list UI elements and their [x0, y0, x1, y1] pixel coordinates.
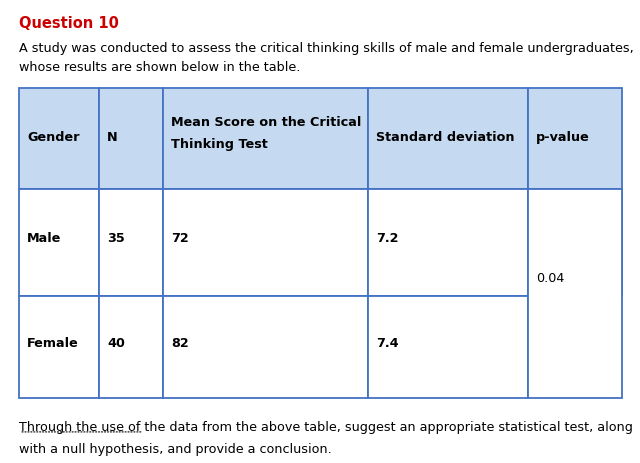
Bar — [528, 190, 622, 398]
Bar — [99, 296, 163, 398]
Text: 40: 40 — [107, 336, 125, 349]
Text: Male: Male — [27, 232, 61, 245]
Text: 72: 72 — [171, 232, 189, 245]
Bar — [528, 89, 622, 190]
Bar — [163, 190, 368, 296]
Text: Question 10: Question 10 — [19, 16, 119, 31]
Text: 82: 82 — [171, 336, 189, 349]
Bar — [368, 296, 528, 398]
Text: Thinking Test: Thinking Test — [171, 138, 268, 150]
Bar — [19, 296, 99, 398]
Text: 7.2: 7.2 — [376, 232, 398, 245]
Text: whose results are shown below in the table.: whose results are shown below in the tab… — [19, 61, 301, 74]
Text: with a null hypothesis, and provide a conclusion.: with a null hypothesis, and provide a co… — [19, 442, 332, 455]
Bar — [19, 190, 99, 296]
Bar — [368, 190, 528, 296]
Text: 7.4: 7.4 — [376, 336, 398, 349]
Text: p-value: p-value — [536, 131, 589, 144]
Bar — [163, 296, 368, 398]
Text: Through the use of the data from the above table, suggest an appropriate statist: Through the use of the data from the abo… — [19, 420, 633, 433]
Bar — [19, 89, 99, 190]
Bar — [163, 89, 368, 190]
Text: Mean Score on the Critical: Mean Score on the Critical — [171, 115, 361, 128]
Bar — [99, 190, 163, 296]
Bar — [528, 190, 622, 296]
Text: 0.04: 0.04 — [536, 271, 564, 284]
Bar — [368, 89, 528, 190]
Bar — [99, 89, 163, 190]
Text: Standard deviation: Standard deviation — [376, 131, 514, 144]
Text: Female: Female — [27, 336, 79, 349]
Text: A study was conducted to assess the critical thinking skills of male and female : A study was conducted to assess the crit… — [19, 42, 634, 55]
Text: 35: 35 — [107, 232, 125, 245]
Text: Gender: Gender — [27, 131, 79, 144]
Text: N: N — [107, 131, 118, 144]
